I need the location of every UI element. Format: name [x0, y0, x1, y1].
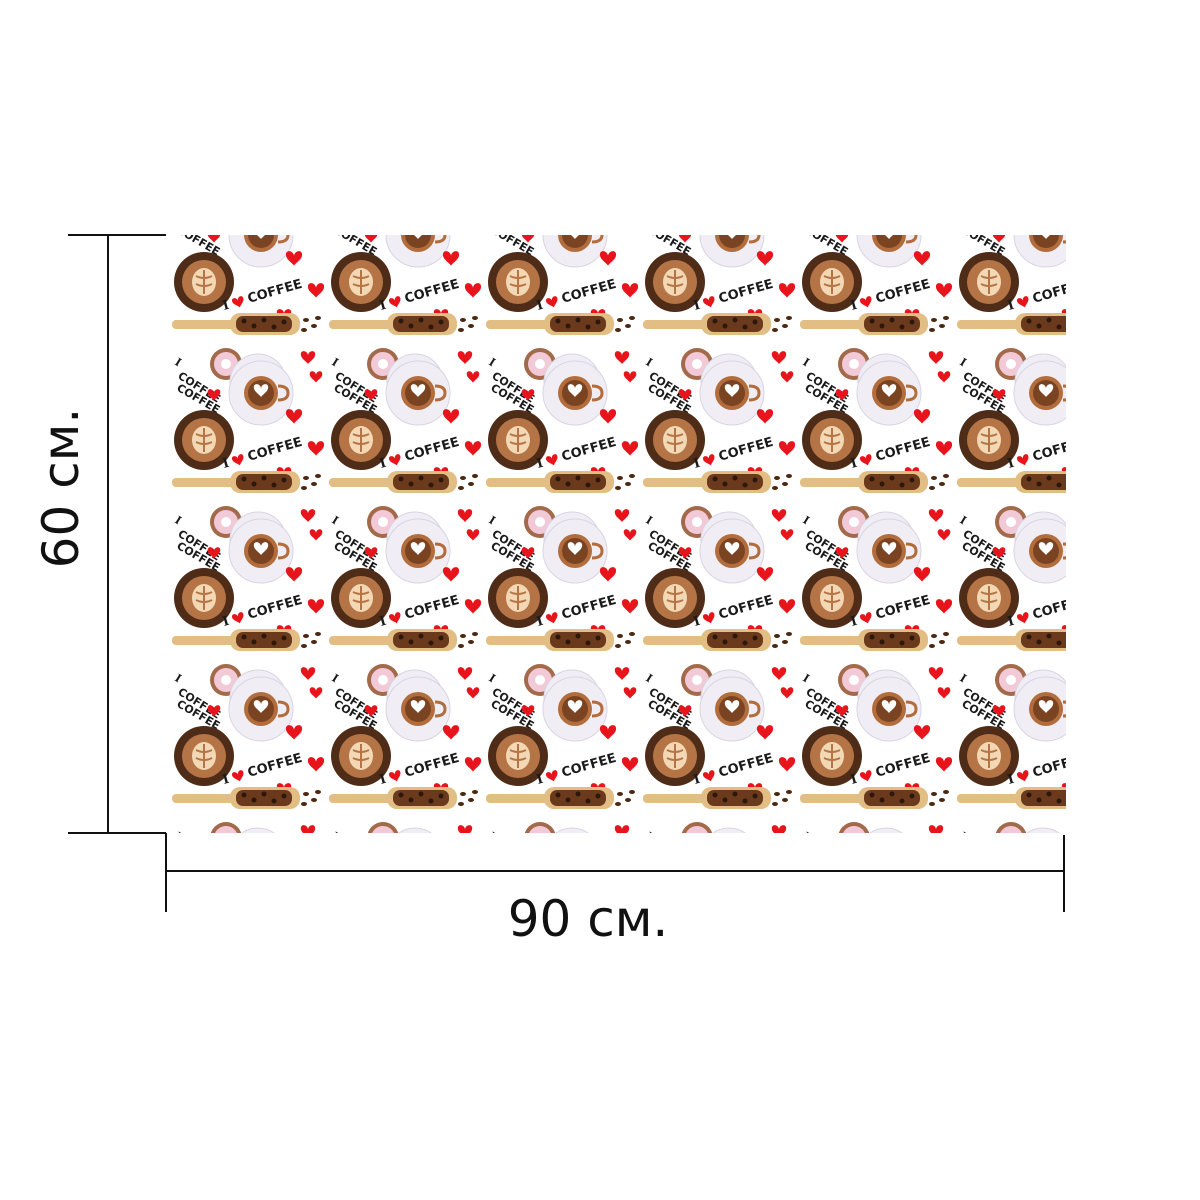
- pattern-tile-instance: [952, 835, 1109, 1042]
- height-label: 60 см.: [32, 408, 90, 569]
- pattern-tile-instance: [167, 835, 324, 1042]
- fabric-sample: [166, 235, 1109, 1042]
- height-dimension: [68, 234, 166, 834]
- pattern-tile-instance: [324, 835, 481, 1042]
- width-label: 90 см.: [508, 890, 669, 948]
- pattern-tile-instance: [795, 835, 952, 1042]
- width-dimension: [165, 833, 1065, 912]
